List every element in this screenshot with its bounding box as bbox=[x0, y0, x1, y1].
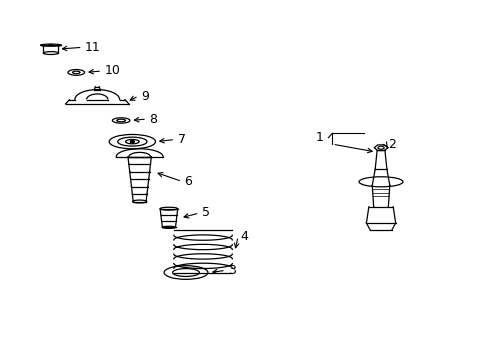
Text: 7: 7 bbox=[177, 133, 185, 146]
Text: 8: 8 bbox=[149, 113, 157, 126]
Text: 4: 4 bbox=[240, 230, 248, 243]
Text: 11: 11 bbox=[85, 41, 101, 54]
Text: 6: 6 bbox=[184, 175, 192, 188]
Text: 5: 5 bbox=[202, 207, 210, 220]
Text: 10: 10 bbox=[104, 64, 120, 77]
Text: 2: 2 bbox=[387, 138, 395, 151]
Text: 1: 1 bbox=[315, 131, 323, 144]
Text: 9: 9 bbox=[141, 90, 149, 103]
Text: 3: 3 bbox=[228, 264, 236, 277]
Circle shape bbox=[130, 140, 134, 143]
